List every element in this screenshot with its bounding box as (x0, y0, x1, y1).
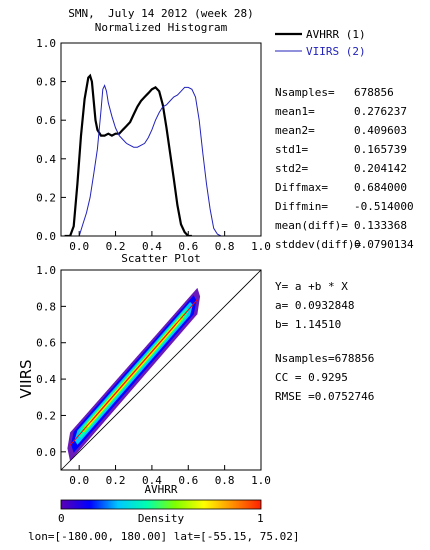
colorbar-max-label: 1 (257, 512, 264, 525)
stat-nsamples-value: 678856 (354, 86, 394, 99)
stat-nsamples-label: Nsamples= (275, 86, 335, 99)
regression-a: a= 0.0932848 (275, 299, 355, 312)
regression-nsamples: Nsamples=678856 (275, 352, 375, 365)
stat-diffmin-label: Diffmin= (275, 200, 328, 213)
scatter-y-tick-label: 0.6 (36, 337, 56, 350)
scatter-x-tick-label: 0.2 (106, 474, 126, 487)
scatter-y-tick-label: 0.0 (36, 446, 56, 459)
scatter-x-tick-label: 0.8 (215, 474, 235, 487)
histogram-series-avhrr (64, 73, 192, 236)
histogram-y-tick-label: 0.4 (36, 153, 56, 166)
histogram-x-tick-label: 0.4 (142, 240, 162, 253)
stat-diffmax-value: 0.684000 (354, 181, 407, 194)
histogram-ticks: 0.0 0.2 0.4 0.6 0.8 1.0 0.0 0.2 0.4 0.6 0.8 1.0 (36, 37, 271, 253)
regression-b: b= 1.14510 (275, 318, 342, 331)
stat-diffmax-label: Diffmax= (275, 181, 328, 194)
histogram-series-viirs (64, 84, 225, 236)
regression-cc: CC = 0.9295 (275, 371, 348, 384)
stat-std2-value: 0.204142 (354, 162, 407, 175)
scatter-x-tick-label: 1.0 (251, 474, 271, 487)
stat-diffmin-value: -0.514000 (354, 200, 414, 213)
histogram-x-tick-label: 1.0 (251, 240, 271, 253)
stat-std2-label: std2= (275, 162, 309, 175)
scatter-ticks: 0.0 0.2 0.4 0.6 0.8 1.0 0.0 0.2 0.4 0.6 0.8 1.0 (36, 264, 271, 487)
scatter-density-cloud (67, 287, 201, 462)
figure-title: SMN, July 14 2012 (week 28) (68, 7, 254, 20)
colorbar (60, 499, 262, 510)
stat-std1-label: std1= (275, 143, 309, 156)
scatter-x-axis-label: AVHRR (144, 483, 178, 496)
stat-mean1-label: mean1= (275, 105, 315, 118)
histogram-y-tick-label: 1.0 (36, 37, 56, 50)
histogram-y-tick-label: 0.0 (36, 230, 56, 243)
histogram-y-tick-label: 0.8 (36, 76, 56, 89)
scatter-panel: 0.0 0.2 0.4 0.6 0.8 1.0 0.0 0.2 0.4 0.6 0.8 1.0 (36, 264, 271, 487)
stat-stddevdiff-value: 0.0790134 (354, 238, 414, 251)
footer-latlon: lon=[-180.00, 180.00] lat=[-55.15, 75.02… (28, 530, 300, 543)
histogram-panel: 0.0 0.2 0.4 0.6 0.8 1.0 0.0 0.2 0.4 0.6 0.8 1.0 (36, 37, 271, 253)
scatter-title: Scatter Plot (121, 252, 201, 265)
stat-mean1-value: 0.276237 (354, 105, 407, 118)
histogram-x-tick-label: 0.2 (106, 240, 126, 253)
scatter-y-tick-label: 0.8 (36, 300, 56, 313)
stat-mean2-label: mean2= (275, 124, 315, 137)
legend-label-viirs: VIIRS (2) (306, 45, 366, 58)
stat-stddevdiff-label: stddev(diff)= (275, 238, 362, 251)
stat-mean2-value: 0.409603 (354, 124, 407, 137)
scatter-y-tick-label: 1.0 (36, 264, 56, 277)
histogram-x-tick-label: 0.0 (69, 240, 89, 253)
regression-equation: Y= a +b * X (275, 280, 348, 293)
scatter-x-tick-label: 0.6 (178, 474, 198, 487)
colorbar-title: Density (137, 512, 185, 525)
histogram-y-tick-label: 0.2 (36, 191, 56, 204)
identity-line (60, 269, 262, 471)
scatter-y-tick-label: 0.2 (36, 409, 56, 422)
scatter-x-tick-label: 0.0 (69, 474, 89, 487)
regression-line (69, 299, 198, 446)
scatter-frame (60, 269, 262, 471)
stat-std1-value: 0.165739 (354, 143, 407, 156)
histogram-x-tick-label: 0.8 (215, 240, 235, 253)
scatter-y-tick-label: 0.4 (36, 373, 56, 386)
stat-meandiff-value: 0.133368 (354, 219, 407, 232)
scatter-y-axis-label: VIIRS (17, 359, 35, 399)
colorbar-min-label: 0 (58, 512, 65, 525)
histogram-title: Normalized Histogram (94, 21, 228, 34)
regression-rmse: RMSE =0.0752746 (275, 390, 375, 403)
scatter-x-tick-label: 0.4 (142, 474, 162, 487)
histogram-frame (60, 42, 262, 237)
histogram-x-tick-label: 0.6 (178, 240, 198, 253)
histogram-lines (64, 73, 225, 236)
legend-label-avhrr: AVHRR (1) (306, 28, 366, 41)
stat-meandiff-label: mean(diff)= (275, 219, 348, 232)
histogram-y-tick-label: 0.6 (36, 114, 56, 127)
